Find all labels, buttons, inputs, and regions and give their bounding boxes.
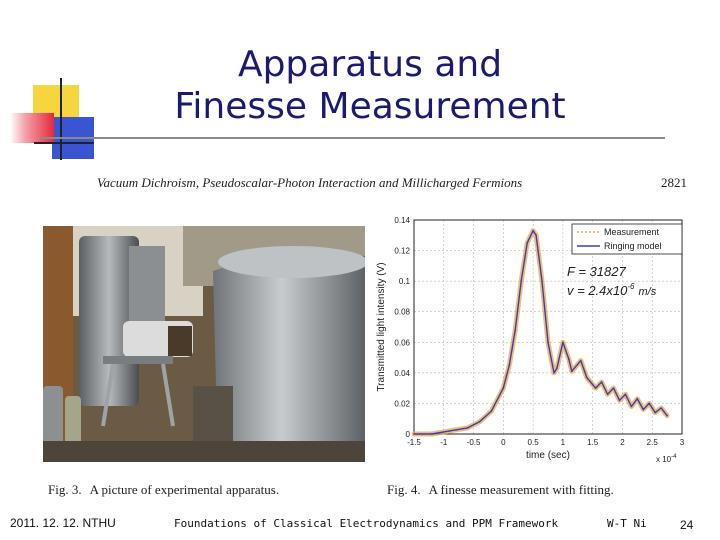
ringing-model-point <box>601 381 603 383</box>
y-tick-label: 0.08 <box>394 308 410 317</box>
figure-caption: Fig. 4. A finesse measurement with fittin… <box>387 482 614 498</box>
photo-caption: Fig. 3. A picture of experimental apparat… <box>48 482 279 498</box>
y-tick-label: 0.04 <box>394 369 410 378</box>
ringing-model-point <box>520 280 522 282</box>
footer-author: W-T Ni <box>607 517 647 530</box>
annotation-velocity-exp: -6 <box>627 282 635 291</box>
plot-area-frame <box>413 219 683 435</box>
x-tick-label: -1.5 <box>407 438 421 447</box>
ringing-model-point <box>532 230 534 232</box>
figure-caption-label: Fig. 4. <box>387 482 421 497</box>
ringing-model-point <box>660 407 662 409</box>
x-tick-label: 0 <box>501 438 506 447</box>
apparatus-photo <box>43 226 365 462</box>
footer-date: 2011. 12. 12. NTHU <box>10 516 116 530</box>
ringing-model-point <box>547 341 549 343</box>
chart-series <box>411 228 670 437</box>
ringing-model-point <box>535 234 537 236</box>
ringing-model-point <box>467 427 469 429</box>
ringing-model-point <box>595 387 597 389</box>
ringing-model-point <box>612 387 615 389</box>
ringing-model-point <box>449 430 451 432</box>
x-tick-label: -0.5 <box>467 438 481 447</box>
ringing-model-point <box>568 358 570 360</box>
chart-legend: Measurement Ringing model <box>571 223 683 255</box>
x-tick-label: 3 <box>680 438 685 447</box>
ringing-model-point <box>571 370 573 372</box>
title-line-2: Finesse Measurement <box>174 86 566 127</box>
legend-label-measurement: Measurement <box>604 227 660 237</box>
y-tick-label: 0.14 <box>394 216 410 225</box>
ringing-model-point <box>586 376 588 378</box>
accent-horizontal-line <box>34 142 94 144</box>
footer-page-number: 24 <box>680 518 694 532</box>
ringing-model-point <box>654 412 656 414</box>
photo-caption-label: Fig. 3. <box>48 482 82 497</box>
accent-vertical-line <box>60 78 62 160</box>
x-tick-label: -1 <box>440 438 448 447</box>
ringing-model-point <box>648 402 650 404</box>
ringing-model-point <box>502 387 504 389</box>
ringing-model-point <box>636 398 638 400</box>
ringing-model-point <box>618 399 621 401</box>
paper-page-number: 2821 <box>661 175 687 190</box>
ringing-model-point <box>508 364 510 366</box>
paper-header: Vacuum Dichroism, Pseudoscalar-Photon In… <box>97 175 687 191</box>
y-tick-label: 0.1 <box>399 277 411 286</box>
ringing-model-point <box>556 367 558 369</box>
paper-header-text: Vacuum Dichroism, Pseudoscalar-Photon In… <box>97 175 523 190</box>
ringing-model-point <box>562 341 564 343</box>
y-tick-label: 0.06 <box>394 338 410 347</box>
title-divider <box>40 137 665 139</box>
footer-course: Foundations of Classical Electrodynamics… <box>174 517 559 530</box>
title-line-1: Apparatus and <box>237 44 503 85</box>
annotation-velocity: v = 2.4x10-6 m/s <box>567 282 657 298</box>
ringing-model-point <box>490 410 492 412</box>
ringing-model-point <box>514 329 516 331</box>
x-multiplier-base: x 10 <box>656 455 672 464</box>
slide-title: Apparatus and Finesse Measurement <box>150 44 590 128</box>
ringing-model-point <box>630 405 632 408</box>
photo-caption-text: A picture of experimental apparatus. <box>89 482 280 497</box>
figure-caption-text: A finesse measurement with fitting. <box>428 482 614 497</box>
y-axis-label: Transmitted light intensity (V) <box>376 262 387 391</box>
ringing-model-point <box>478 421 481 423</box>
x-tick-label: 2.5 <box>647 438 659 447</box>
ringing-model-point <box>642 408 644 411</box>
annotation-velocity-unit: m/s <box>638 286 656 298</box>
chart-ticks: -1.5 -1 -0.5 0 0.5 1 1.5 2 2.5 3 0 0.02 0.04 0.06 0.08… <box>394 216 684 447</box>
ringing-model-point <box>526 242 528 244</box>
ringing-model-point <box>624 393 626 395</box>
x-tick-label: 2 <box>620 438 625 447</box>
y-tick-label: 0.12 <box>394 247 410 256</box>
ringing-model-point <box>607 393 609 395</box>
x-axis-label: time (sec) <box>526 450 570 461</box>
x-axis-multiplier: x 10-4 <box>656 454 677 464</box>
x-tick-label: 1 <box>561 438 566 447</box>
annotation-finesse: F = 31827 <box>567 264 626 279</box>
ringing-model-point <box>666 415 668 417</box>
x-tick-label: 1.5 <box>587 438 599 447</box>
ringing-model-point <box>553 372 555 374</box>
y-tick-label: 0 <box>406 430 411 439</box>
finesse-chart: -1.5 -1 -0.5 0 0.5 1 1.5 2 2.5 3 0 0.02 0.04 0.06 0.08… <box>376 216 685 464</box>
x-tick-label: 0.5 <box>528 438 540 447</box>
annotation-velocity-base: v = 2.4x10 <box>567 283 628 298</box>
ringing-model-point <box>413 433 415 435</box>
ringing-model-point <box>580 360 582 362</box>
ringing-model-point <box>431 433 433 435</box>
ringing-model-point <box>541 280 543 282</box>
legend-label-ringing-model: Ringing model <box>604 241 662 251</box>
x-multiplier-exp: -4 <box>671 454 677 460</box>
y-tick-label: 0.02 <box>394 399 410 408</box>
